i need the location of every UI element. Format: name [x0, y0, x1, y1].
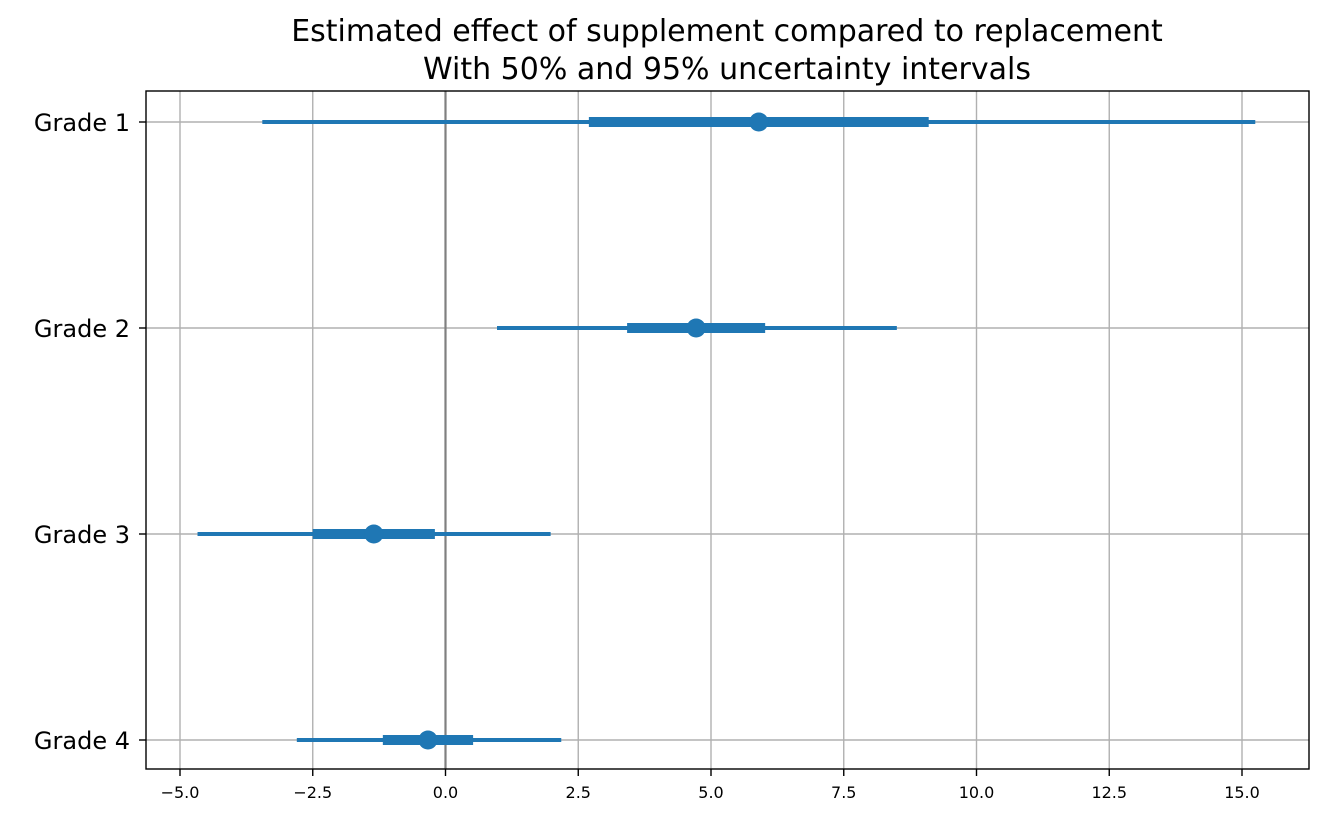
interval-marks	[197, 112, 1256, 750]
y-tick-label: Grade 3	[34, 521, 130, 549]
y-axis: Grade 1 Grade 2 Grade 3 Grade 4	[34, 109, 146, 755]
x-axis: −5.0 −2.5 0.0 2.5 5.0 7.5 10.0 12.5 15.0	[161, 769, 1260, 802]
x-tick-label: 7.5	[831, 783, 856, 802]
x-tick-label: −5.0	[161, 783, 200, 802]
x-tick-label: 5.0	[698, 783, 723, 802]
y-tick-label: Grade 1	[34, 109, 130, 137]
estimate-point	[418, 730, 438, 750]
chart-title: Estimated effect of supplement compared …	[291, 14, 1163, 49]
grid	[146, 91, 1309, 769]
x-tick-label: 2.5	[566, 783, 591, 802]
plot-frame	[145, 90, 1310, 770]
x-tick-label: 10.0	[959, 783, 995, 802]
chart-subtitle: With 50% and 95% uncertainty intervals	[423, 52, 1031, 87]
estimate-point	[686, 318, 706, 338]
x-tick-label: −2.5	[293, 783, 332, 802]
estimate-point	[364, 524, 384, 544]
x-tick-label: 15.0	[1224, 783, 1260, 802]
x-tick-label: 12.5	[1091, 783, 1127, 802]
x-tick-label: 0.0	[433, 783, 458, 802]
estimate-point	[749, 112, 769, 132]
y-tick-label: Grade 2	[34, 315, 130, 343]
y-tick-label: Grade 4	[34, 727, 130, 755]
